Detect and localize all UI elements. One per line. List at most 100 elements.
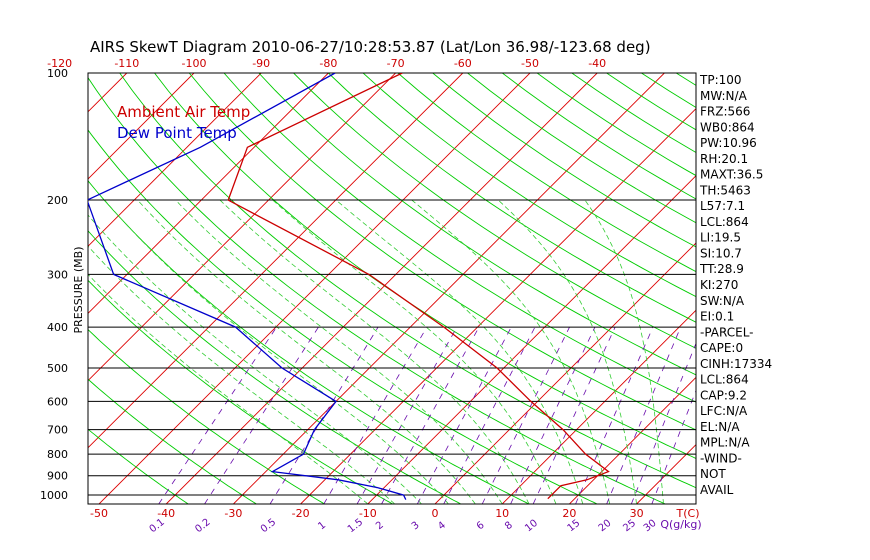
bottom-temp-tick: 30 — [630, 507, 644, 520]
pressure-tick-label: 700 — [47, 424, 68, 437]
index-label: LCL:864 — [700, 373, 749, 387]
index-label: LFC:N/A — [700, 404, 748, 418]
moist-adiabat-line — [137, 199, 476, 504]
moist-adiabat-line — [335, 199, 584, 504]
dry-adiabat-line — [328, 73, 696, 323]
mixing-ratio-tick: 4 — [436, 520, 448, 533]
bottom-temp-tick: 10 — [495, 507, 509, 520]
index-label: CAP:9.2 — [700, 388, 747, 402]
dry-adiabat-line — [88, 230, 462, 504]
dry-adiabat-line — [258, 73, 696, 376]
mixing-ratio-tick: 2 — [374, 520, 386, 533]
index-label: -PARCEL- — [700, 325, 754, 339]
isotherm-line — [88, 73, 329, 315]
bottom-temp-tick: -10 — [359, 507, 377, 520]
isotherm-line — [88, 73, 396, 382]
isotherm-line — [501, 309, 696, 504]
top-temp-tick: -60 — [454, 57, 472, 70]
dry-adiabat-line — [88, 378, 257, 504]
top-temp-tick: -110 — [114, 57, 139, 70]
isotherm-line — [569, 376, 696, 504]
moist-adiabat-line — [219, 199, 530, 504]
isotherm-line — [434, 242, 696, 504]
dry-adiabat-line — [88, 129, 598, 504]
mixing-ratio-line — [630, 342, 696, 504]
top-temp-tick: -50 — [521, 57, 539, 70]
index-label: NOT — [700, 467, 726, 481]
moist-adiabat-line — [498, 199, 637, 504]
index-label: L57:7.1 — [700, 199, 745, 213]
isotherm-line — [300, 107, 696, 504]
y-axis-label: PRESSURE (MB) — [72, 247, 85, 334]
dry-adiabat-line — [88, 428, 189, 504]
pressure-tick-label: 400 — [47, 321, 68, 334]
index-label: MAXT:36.5 — [700, 168, 763, 182]
mixing-ratio-tick: 0.2 — [193, 517, 212, 535]
moist-adiabat-line — [88, 245, 395, 504]
index-label: PW:10.96 — [700, 136, 757, 150]
isotherm-line — [88, 73, 195, 180]
temperature-line — [227, 73, 610, 500]
mixing-ratio-tick: 30 — [642, 518, 659, 535]
dry-adiabat-line — [432, 73, 696, 248]
mixing-ratio-line — [510, 326, 596, 504]
bottom-temp-tick: 0 — [432, 507, 439, 520]
mixing-ratio-line — [481, 326, 570, 504]
mixing-ratio-tick: 0.5 — [259, 517, 278, 535]
moist-adiabat-line — [175, 199, 503, 504]
index-label: TP:100 — [699, 73, 742, 87]
mixing-ratio-tick: 3 — [410, 520, 422, 533]
mixing-ratio-line — [381, 326, 480, 504]
mixing-ratio-line — [416, 326, 512, 504]
dry-adiabat-line — [467, 73, 696, 224]
pressure-tick-label: 800 — [47, 448, 68, 461]
index-label: WB0:864 — [700, 120, 755, 134]
dry-adiabat-line — [88, 329, 325, 504]
index-label: -WIND- — [700, 452, 742, 466]
mixing-ratio-tick: 8 — [503, 520, 515, 533]
bottom-temp-tick: -20 — [292, 507, 310, 520]
index-label: CINH:17334 — [700, 357, 772, 371]
mixing-ratio-line — [606, 326, 682, 504]
mixing-ratio-line — [443, 326, 536, 504]
dewpoint-line — [88, 73, 407, 500]
top-temp-tick: -80 — [319, 57, 337, 70]
mixing-ratio-line — [532, 326, 616, 504]
top-temp-tick: -120 — [47, 57, 72, 70]
legend: Ambient Air Temp Dew Point Temp — [117, 103, 250, 142]
top-temp-tick: -100 — [182, 57, 207, 70]
dry-adiabat-line — [293, 73, 696, 349]
mixing-ratio-tick: 20 — [597, 518, 614, 535]
moist-adiabat-line — [272, 199, 557, 504]
mixing-ratio-tick: 15 — [566, 518, 583, 535]
isotherm-line — [838, 73, 870, 504]
bottom-temp-tick: -50 — [90, 507, 108, 520]
pressure-tick-label: 300 — [47, 268, 68, 281]
isotherm-line — [0, 73, 60, 504]
index-label: FRZ:566 — [700, 105, 750, 119]
plot-frame — [87, 72, 697, 505]
mixing-ratio-tick: 10 — [523, 518, 540, 535]
moist-adiabat-line — [88, 214, 422, 504]
dry-adiabat-line — [397, 73, 696, 273]
moist-adiabat-line — [88, 273, 369, 504]
legend-dewpoint: Dew Point Temp — [117, 124, 237, 142]
dry-adiabat-line — [119, 73, 696, 489]
pressure-tick-label: 200 — [47, 194, 68, 207]
bottom-temp-tick: -30 — [224, 507, 242, 520]
index-label: RH:20.1 — [700, 152, 748, 166]
bottom-temp-tick: -40 — [157, 507, 175, 520]
dry-adiabat-line — [188, 73, 696, 431]
pressure-tick-label: 100 — [47, 67, 68, 80]
isotherm-line — [233, 73, 665, 504]
index-label: MPL:N/A — [700, 436, 750, 450]
mixing-ratio-tick: 6 — [475, 520, 487, 533]
mixing-ratio-line — [323, 326, 428, 504]
isotherm-line — [88, 73, 262, 247]
isotherm-line — [771, 73, 870, 504]
dry-adiabat-line — [362, 73, 696, 298]
grid-lines — [0, 73, 870, 504]
isotherm-line — [88, 73, 128, 113]
